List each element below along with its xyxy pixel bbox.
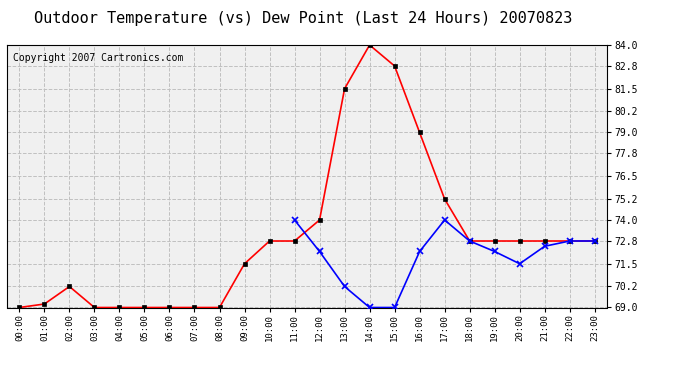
- Text: Outdoor Temperature (vs) Dew Point (Last 24 Hours) 20070823: Outdoor Temperature (vs) Dew Point (Last…: [34, 11, 573, 26]
- Text: Copyright 2007 Cartronics.com: Copyright 2007 Cartronics.com: [13, 53, 184, 63]
